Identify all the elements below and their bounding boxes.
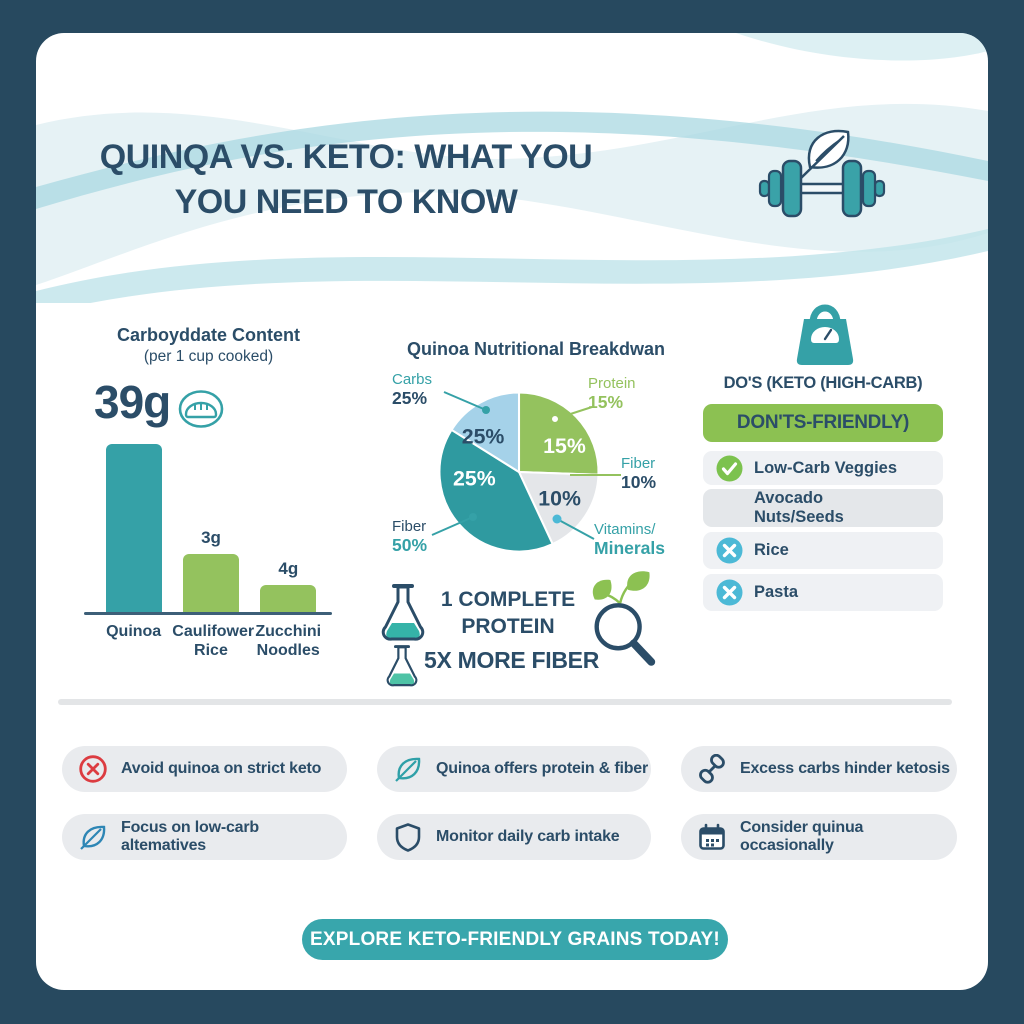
bar-chart-axis [84, 612, 332, 615]
bar-chart-plot: 3g 4g [95, 440, 327, 612]
dos-item-line: Avocado [754, 489, 824, 507]
bar-category-label: Caulifower Rice [172, 623, 255, 659]
dos-panel-banner: DON'TS-FRIENDLY) [703, 404, 943, 442]
bar-category-label: Quinoa [106, 623, 162, 640]
callout-label: Fiber [621, 455, 656, 472]
header-wave-decoration [36, 33, 988, 303]
tip-label: Monitor daily carb intake [436, 828, 620, 845]
flask-icon [381, 584, 425, 641]
bar-chart-subtitle: (per 1 cup cooked) [143, 348, 274, 365]
infographic-card: QUINQA VS. KETO: WHAT YOU YOU NEED TO KN… [36, 33, 988, 990]
shield-icon [395, 823, 421, 852]
pie-inner-label: 15% [543, 434, 586, 458]
callout-label: Fiber [392, 518, 427, 535]
pie-callout-fiber-right: Fiber 10% [621, 455, 656, 491]
callout-value: 50% [392, 535, 428, 555]
leaf-icon [395, 757, 421, 782]
tip-monitor-carbs: Monitor daily carb intake [377, 814, 651, 860]
dos-item-label: Pasta [754, 583, 799, 601]
bar-value-label: 3g [201, 528, 221, 547]
pie-inner-label: 25% [453, 467, 496, 491]
tip-avoid-quinoa: Avoid quinoa on strict keto [62, 746, 347, 792]
pie-slice-vitamins-minerals [517, 470, 600, 546]
pie-callout-fiber-left: Fiber 50% [392, 518, 427, 554]
fact-line: 1 COMPLETE [440, 588, 576, 611]
bar-2 [260, 585, 317, 612]
dumbbell-leaf-icon [758, 129, 886, 218]
tip-consider-quinoa: Consider quinua occasionally [681, 814, 957, 860]
section-divider [58, 699, 952, 705]
fact-more-fiber: 5X MORE FIBER [424, 647, 600, 673]
pie-chart-title: Quinoa Nutritional Breakdwan [406, 339, 666, 359]
pie-chart: 15% 10% 25% 25% [438, 391, 600, 553]
tip-label: Focus on low-carb altematives [121, 819, 259, 854]
title-line1: QUINQA VS. KETO: WHAT YOU [99, 138, 593, 176]
pie-inner-label: 25% [462, 424, 505, 448]
dos-item-label: Rice [754, 541, 789, 559]
tip-label: Excess carbs hinder ketosis [740, 760, 950, 777]
dos-item-line: Nuts/Seeds [754, 508, 844, 526]
tips-grid: Avoid quinoa on strict keto Quinoa offer… [62, 746, 958, 860]
callout-value: 25% [392, 388, 428, 408]
callout-value: Minerals [594, 538, 665, 558]
dos-item-label: Low-Carb Veggies [754, 458, 898, 477]
cta-button[interactable]: EXPLORE KETO-FRIENDLY GRAINS TODAY! [302, 919, 728, 960]
calendar-icon [699, 823, 725, 850]
pie-chart-area: 15% 10% 25% 25% Carbs 25% Protein 15% [366, 363, 706, 608]
pie-inner-label: 10% [538, 487, 581, 511]
callout-label: Protein [588, 375, 636, 392]
dos-item-low-carb-veggies: Low-Carb Veggies [703, 451, 943, 485]
title-line2: YOU NEED TO KNOW [174, 183, 518, 221]
dos-item-label: Avocado Nuts/Seeds [754, 489, 844, 527]
fact-line: PROTEIN [461, 615, 555, 638]
dos-item-pasta: Pasta [703, 574, 943, 611]
dos-panel-heading: DO'S (KETO (HIGH-CARB) [723, 374, 923, 392]
tip-label: Consider quinua occasionally [740, 819, 864, 854]
callout-label: Carbs [392, 371, 433, 388]
flask-icon [386, 645, 418, 687]
tip-label: Avoid quinoa on strict keto [121, 760, 322, 777]
leaf-icon [80, 825, 106, 850]
check-circle-icon [716, 455, 743, 481]
highlight-value: 39g [94, 376, 171, 428]
bread-icon [178, 390, 224, 428]
tip-focus-low-carb: Focus on low-carb altematives [62, 814, 347, 860]
dos-item-rice: Rice [703, 532, 943, 569]
bar-1 [183, 554, 239, 612]
callout-value: 15% [588, 392, 624, 412]
bar-chart-header: Carboyddate Content (per 1 cup cooked) [91, 325, 326, 366]
tip-label: Quinoa offers protein & fiber [436, 760, 648, 777]
bar-category-label: Zucchini Noodles [255, 623, 322, 659]
bar-chart-category-labels: Quinoa Caulifower Rice Zucchini Noodles [95, 622, 327, 660]
pie-callout-carbs: Carbs 25% [392, 371, 432, 407]
bar-0 [105, 444, 162, 612]
bar-chart-title: Carboyddate Content [116, 325, 300, 345]
chain-link-icon [699, 754, 725, 784]
pie-callout-protein: Protein 15% [588, 375, 636, 411]
tip-quinoa-offers: Quinoa offers protein & fiber [377, 746, 651, 792]
magnifier-leaves-icon [592, 571, 656, 666]
callout-value: 10% [621, 472, 657, 492]
tip-excess-carbs: Excess carbs hinder ketosis [681, 746, 957, 792]
callout-label: Vitamins/ [594, 521, 656, 538]
pie-callout-vitamins: Vitamins/ Minerals [594, 521, 665, 557]
red-cross-circle-icon [79, 755, 107, 783]
bar-value-label: 4g [278, 559, 299, 578]
page-title: QUINQA VS. KETO: WHAT YOU YOU NEED TO KN… [56, 135, 636, 225]
scale-bag-icon [796, 304, 854, 365]
dos-item-avocado-nuts-seeds: Avocado Nuts/Seeds [703, 489, 943, 527]
cross-circle-icon [716, 537, 743, 564]
fact-complete-protein: 1 COMPLETE PROTEIN [424, 586, 592, 640]
cross-circle-icon [716, 579, 743, 606]
